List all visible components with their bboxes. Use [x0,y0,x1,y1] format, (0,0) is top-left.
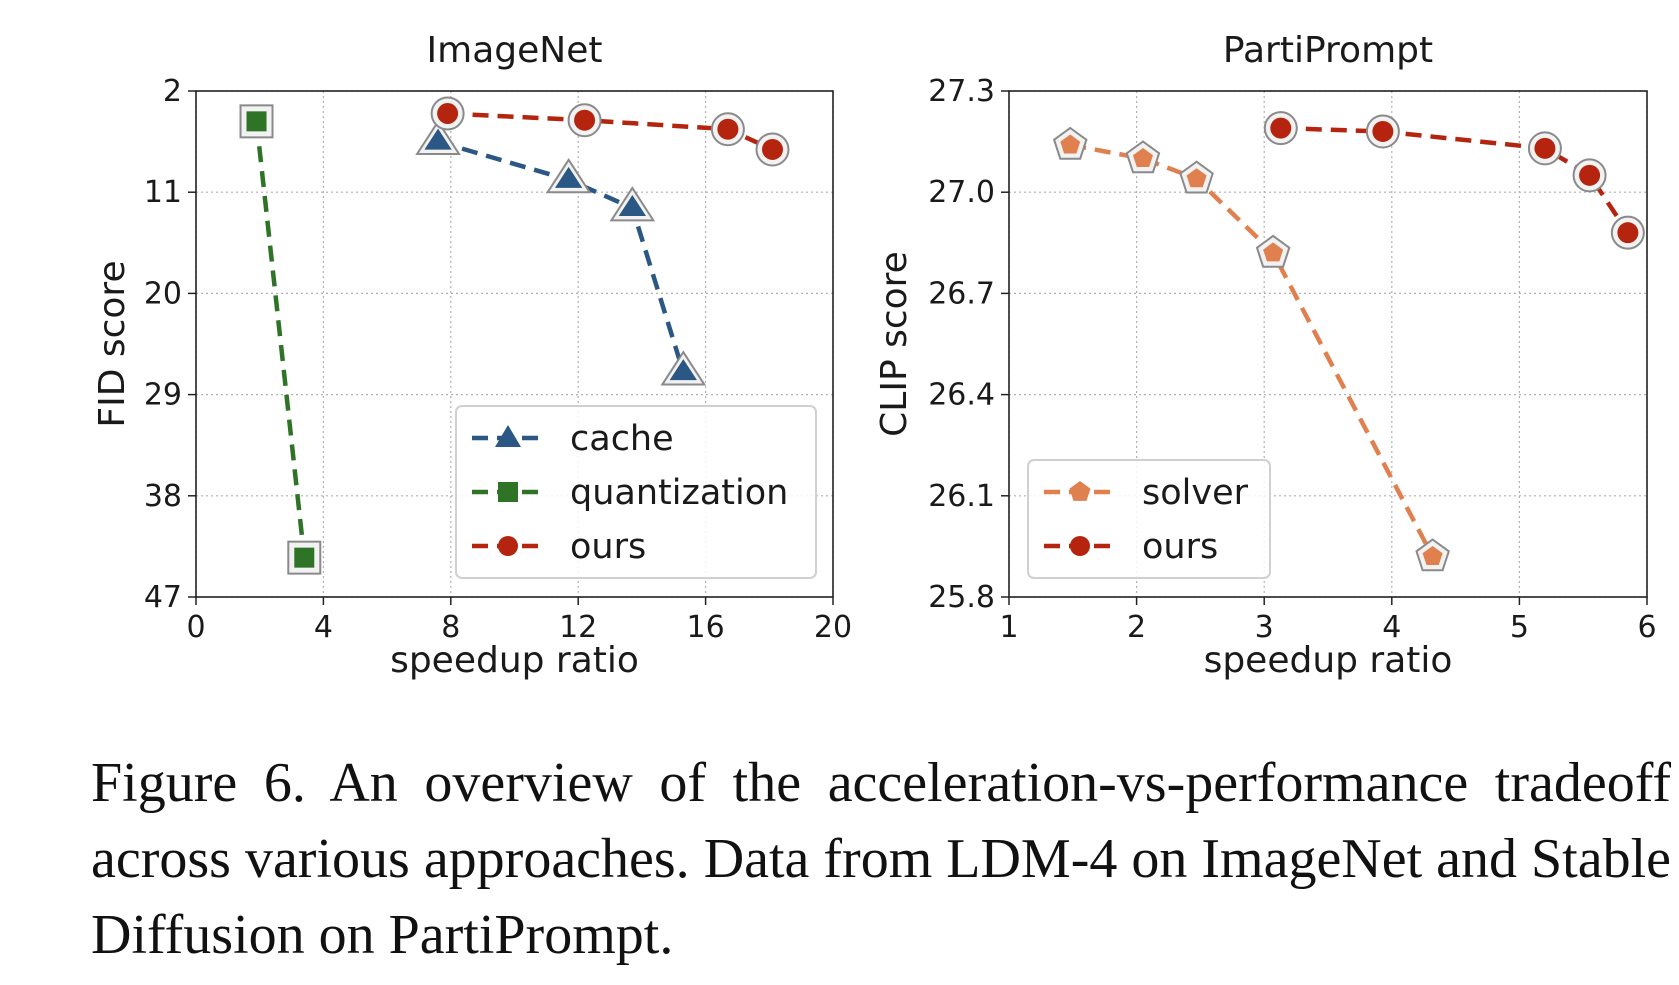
legend-marker [495,425,521,447]
series-quantization-line [254,121,307,558]
y-tick-label: 26.7 [928,276,995,311]
x-axis-label: speedup ratio [390,640,639,681]
series-solver-point [1186,168,1207,188]
chart-panel-1: 0 4 8 12 16 20 2 11 20 29 38 47 ImageNet speedup rati… [92,30,852,681]
series-ours-point [1372,120,1394,142]
series-solver-point [1133,148,1153,167]
x-tick-label: 1 [999,610,1018,645]
series-ours-point [1534,137,1556,159]
y-tick-label: 2 [163,74,182,109]
series-ours-point [1579,164,1601,186]
series-cache-point [554,166,583,188]
legend-marker [498,536,518,556]
legend-marker [1070,536,1090,556]
chart-panel-2: 1 2 3 4 5 6 25.8 26.1 26.4 26.7 27.0 27.3 PartiPromp… [874,30,1657,681]
y-tick-label: 26.4 [928,378,995,413]
figure-caption: Figure 6. An overview of the acceleratio… [91,752,1671,966]
series-solver-point [1422,546,1443,565]
x-tick-label: 20 [814,610,852,645]
y-tick-label: 26.1 [928,479,995,514]
x-tick-label: 0 [186,610,205,645]
y-tick-label: 20 [144,276,182,311]
y-tick-label: 29 [144,378,182,413]
series-cache-point [618,194,646,217]
x-tick-label: 6 [1637,610,1656,645]
series-ours-point [1270,117,1292,139]
x-tick-label: 4 [314,610,333,645]
x-tick-label: 4 [1382,610,1401,645]
y-axis-label: CLIP score [874,251,915,437]
x-axis-label: speedup ratio [1204,640,1453,681]
series-solver-point [1263,242,1284,262]
legend-box [455,405,817,579]
series-solver-point [1060,134,1081,154]
series-ours-point [574,109,596,131]
y-tick-label: 25.8 [928,580,995,615]
y-tick-label: 38 [144,479,182,514]
legend-marker [498,482,518,502]
series-ours-point [717,118,739,140]
legend-label: ours [570,527,646,567]
x-tick-label: 3 [1255,610,1274,645]
plot-frame [1008,90,1648,598]
y-tick-label: 47 [144,580,182,615]
series-ours-point [761,138,783,160]
legend-label: solver [1142,473,1249,513]
chart-title: ImageNet [427,30,603,71]
series-ours-line [447,111,774,152]
x-tick-label: 16 [687,610,725,645]
series-cache-point [424,128,452,150]
y-tick-label: 27.3 [928,74,995,109]
x-tick-label: 5 [1510,610,1529,645]
legend-label: cache [570,419,674,459]
y-axis-label: FID score [92,260,133,427]
series-quantization-point [294,547,315,568]
chart-title: PartiPrompt [1223,30,1433,71]
legend-label: quantization [570,473,788,513]
legend-label: ours [1142,527,1218,567]
series-ours-point [1617,222,1639,244]
series-cache-point [669,359,697,381]
x-tick-label: 8 [441,610,460,645]
series-quantization-point [246,111,267,132]
legend: solver ours [1027,459,1271,579]
y-tick-label: 11 [144,175,182,210]
x-tick-label: 2 [1127,610,1146,645]
legend: cache quantization ours [455,405,817,579]
y-tick-label: 27.0 [928,175,995,210]
x-tick-label: 12 [559,610,597,645]
legend-marker [1069,481,1091,501]
plot-frame [195,90,834,598]
series-ours-point [437,102,459,124]
